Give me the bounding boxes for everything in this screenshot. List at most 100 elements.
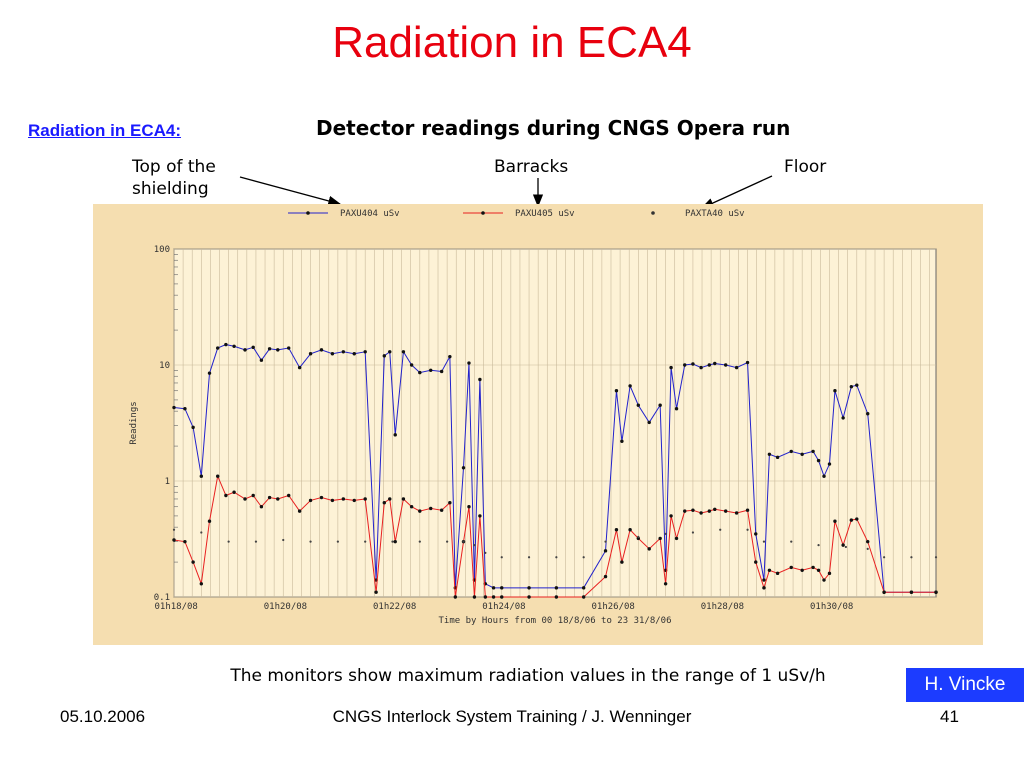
data-point — [527, 556, 531, 559]
data-point — [336, 540, 339, 543]
data-point — [308, 352, 313, 356]
legend-marker — [306, 211, 310, 215]
callout-arrows — [239, 175, 773, 209]
data-point — [669, 365, 673, 370]
series-2 — [172, 528, 938, 559]
data-point — [910, 556, 913, 559]
x-tick-label: 01h20/08 — [264, 602, 307, 612]
data-point — [388, 350, 392, 354]
y-tick-label: 1 — [165, 477, 170, 487]
data-point — [259, 505, 264, 509]
data-point — [319, 348, 324, 352]
data-point — [833, 519, 837, 523]
data-point — [754, 532, 758, 536]
data-point — [276, 497, 280, 501]
data-point — [374, 590, 378, 594]
data-point — [363, 497, 367, 501]
data-point — [775, 455, 780, 460]
data-point — [330, 352, 335, 356]
data-point — [448, 501, 452, 505]
data-point — [707, 363, 712, 367]
data-point — [909, 590, 914, 594]
data-point — [224, 342, 228, 347]
data-point — [409, 363, 414, 367]
data-point — [883, 556, 886, 559]
data-point — [287, 346, 291, 350]
data-point — [603, 549, 608, 553]
y-tick-label: 0.1 — [154, 593, 170, 603]
radiation-chart: 0.1 1 10 100 01h18/08 01h20/08 01h22/08 01h24/0… — [129, 209, 938, 626]
chart-panel: 0.1 1 10 100 01h18/08 01h20/08 01h22/08 01h24/0… — [93, 204, 983, 645]
x-tick-label: 01h26/08 — [591, 602, 634, 612]
data-point — [746, 528, 749, 531]
data-point — [183, 407, 187, 411]
data-point — [267, 495, 272, 500]
data-point — [207, 519, 212, 523]
data-point — [674, 536, 679, 541]
data-point — [816, 568, 821, 572]
data-point — [382, 501, 387, 505]
data-point — [352, 352, 356, 356]
data-point — [614, 528, 619, 532]
data-point — [473, 544, 476, 547]
data-point — [691, 508, 695, 512]
data-point — [723, 363, 728, 367]
data-point — [527, 586, 531, 590]
data-point — [855, 383, 859, 387]
data-point — [401, 497, 406, 501]
data-point — [833, 389, 837, 393]
footer-title: CNGS Interlock System Training / J. Wenn… — [332, 707, 692, 726]
data-point — [866, 547, 869, 550]
data-point — [647, 547, 651, 551]
legend-marker — [651, 211, 655, 215]
data-point — [683, 509, 687, 513]
data-point — [664, 532, 667, 535]
data-point — [484, 551, 487, 554]
data-point — [811, 449, 815, 454]
data-point — [713, 361, 717, 366]
data-point — [683, 363, 687, 367]
data-point — [467, 361, 471, 365]
data-point — [582, 556, 585, 559]
x-tick-label: 01h28/08 — [701, 602, 744, 612]
data-point — [866, 412, 870, 416]
data-point — [827, 462, 832, 466]
author-badge: H. Vincke — [906, 668, 1024, 702]
data-point — [691, 531, 695, 534]
data-point — [429, 506, 433, 511]
data-point — [658, 536, 662, 541]
data-point — [934, 556, 938, 559]
y-tick-label: 100 — [154, 245, 170, 255]
data-point — [309, 540, 312, 543]
data-point — [308, 498, 313, 503]
data-point — [658, 403, 662, 407]
data-point — [849, 385, 854, 389]
data-point — [691, 362, 695, 366]
data-point — [762, 540, 766, 543]
data-point — [817, 544, 820, 547]
data-point — [401, 350, 406, 354]
data-point — [603, 574, 608, 579]
footer-date: 05.10.2006 — [60, 707, 146, 726]
arrow-top-of-shielding — [239, 176, 342, 206]
data-point — [554, 586, 559, 590]
data-point — [789, 449, 793, 454]
data-point — [491, 595, 496, 599]
data-point — [215, 346, 220, 350]
data-point — [259, 358, 264, 362]
data-point — [500, 586, 504, 590]
data-point — [462, 540, 465, 543]
data-point — [762, 586, 766, 590]
legend-label: PAXU405 uSv — [515, 209, 575, 219]
data-point — [491, 586, 496, 590]
section-link[interactable]: Radiation in ECA4: — [28, 121, 182, 140]
x-tick-label: 01h30/08 — [810, 602, 853, 612]
data-point — [215, 474, 220, 478]
data-point — [297, 365, 302, 370]
data-point — [172, 528, 176, 531]
y-tick-label: 10 — [159, 361, 170, 371]
data-point — [183, 539, 187, 544]
plot-area — [173, 248, 937, 598]
data-point — [669, 514, 673, 518]
data-point — [393, 433, 397, 437]
